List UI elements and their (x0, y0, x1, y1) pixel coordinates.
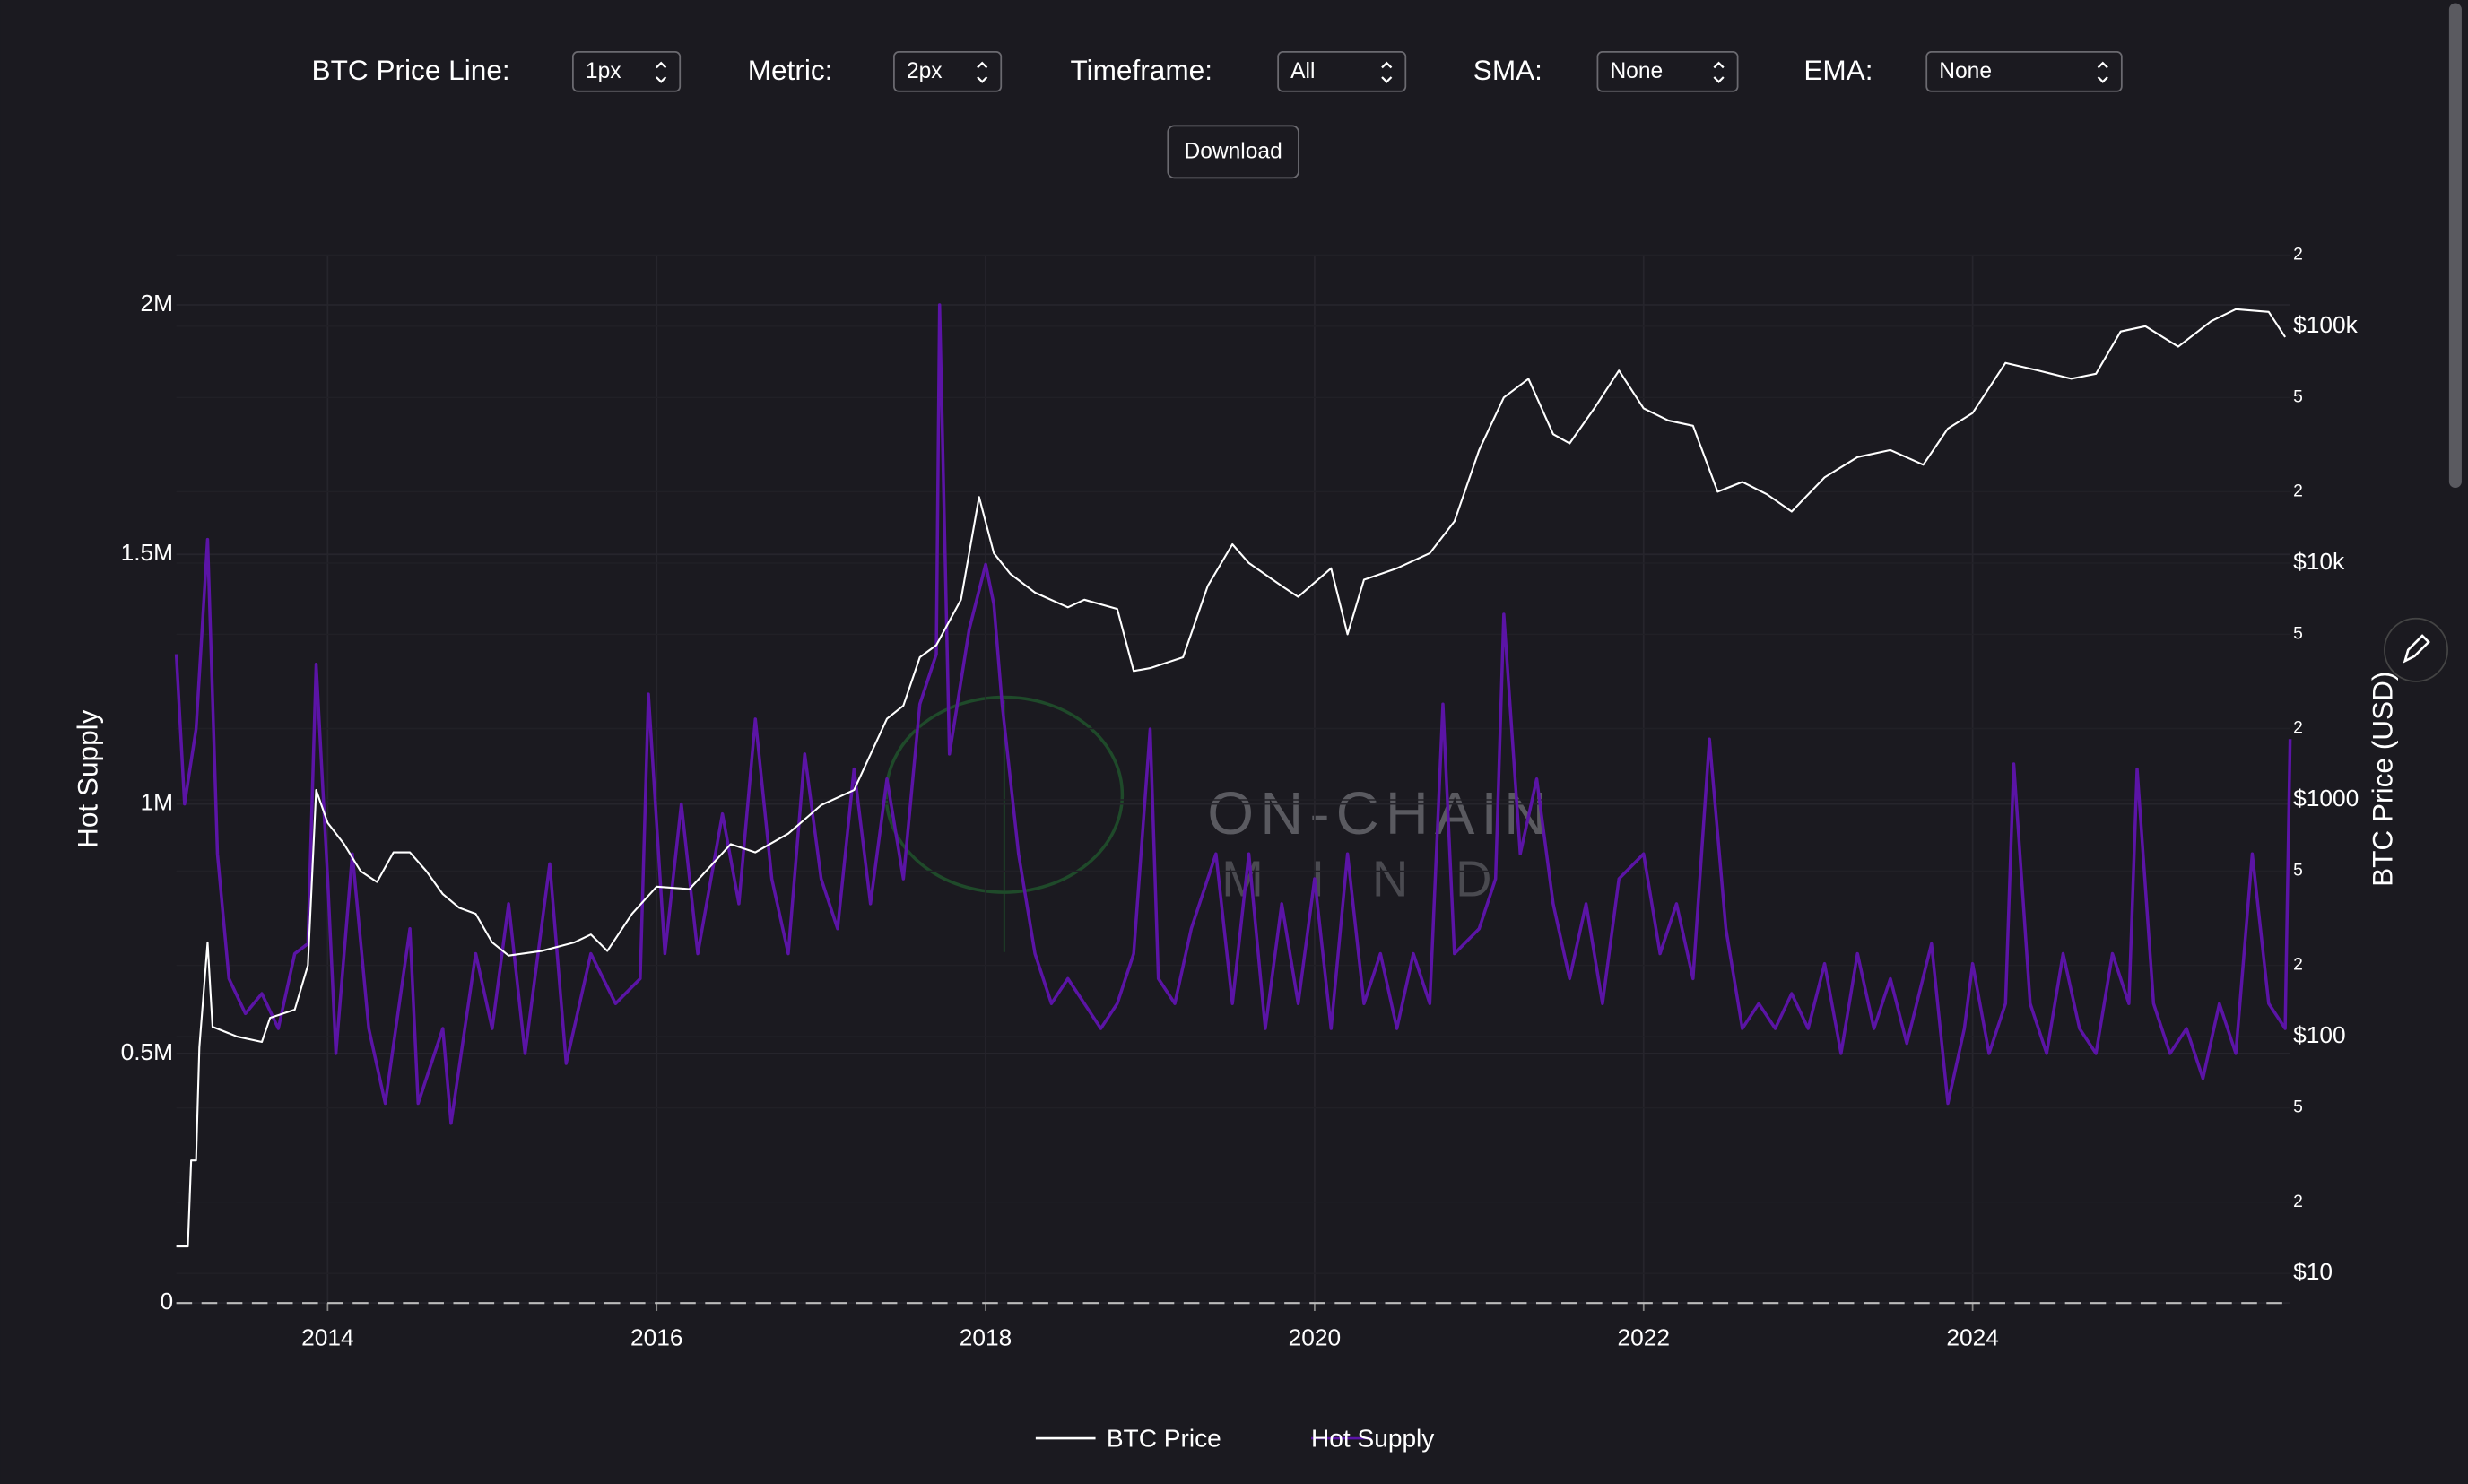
select-frame (1596, 51, 1739, 92)
select-frame (1925, 51, 2123, 92)
y2-tick-label: 2 (2293, 245, 2303, 264)
select[interactable]: None (1925, 51, 2123, 92)
y2-axis-title: BTC Price (USD) (2366, 672, 2398, 887)
y2-tick-label: $1000 (2293, 785, 2359, 811)
series-line (174, 303, 2292, 1125)
y2-tick-label: $100k (2293, 311, 2359, 338)
select-value[interactable]: 1px (586, 59, 621, 83)
watermark: ON-CHAIN MIND (884, 695, 1553, 952)
select-chevron (2097, 61, 2108, 83)
select-value[interactable]: None (1610, 59, 1663, 83)
scrollbar[interactable] (2448, 3, 2462, 489)
watermark-title: ON-CHAIN (1207, 781, 1553, 847)
x-tick-label: 2024 (1946, 1323, 1999, 1350)
edit-icon (2403, 634, 2430, 664)
select-chevron (977, 61, 988, 83)
x-tick-label: 2022 (1617, 1323, 1670, 1350)
x-tick-label: 2018 (960, 1323, 1012, 1350)
x-tick-label: 2014 (301, 1323, 354, 1350)
download-button[interactable]: Download (1167, 125, 1299, 179)
x-tick-label: 2020 (1289, 1323, 1342, 1350)
select[interactable]: None (1596, 51, 1739, 92)
x-tick-label: 2016 (630, 1323, 683, 1350)
control-label: Timeframe: (1070, 54, 1212, 86)
series-line (176, 308, 2287, 1248)
select-frame (893, 51, 1003, 92)
edit-button[interactable] (2384, 617, 2449, 682)
legend-label[interactable]: Hot Supply (1311, 1424, 1434, 1452)
y2-tick-label: 2 (2293, 482, 2303, 500)
y-tick-label: 0.5M (121, 1038, 173, 1065)
y-tick-label: 2M (141, 290, 174, 317)
select-chevron (1713, 61, 1725, 83)
y2-tick-label: 5 (2293, 862, 2303, 881)
control-label: BTC Price Line: (312, 54, 510, 86)
select[interactable]: 2px (893, 51, 1003, 92)
select-chevron (656, 61, 667, 83)
select-frame (572, 51, 682, 92)
control-label: Metric: (748, 54, 833, 86)
watermark-subtitle: MIND (1221, 850, 1539, 907)
y2-tick-label: $10k (2293, 548, 2345, 575)
select-value[interactable]: All (1290, 59, 1315, 83)
select[interactable]: 1px (572, 51, 682, 92)
control-label: SMA: (1473, 54, 1542, 86)
button-label[interactable]: Download (1184, 140, 1282, 164)
y2-tick-label: 5 (2293, 387, 2303, 406)
legend-item[interactable]: BTC Price (1035, 1424, 1221, 1452)
y-tick-label: 1M (141, 789, 174, 816)
y-axis-title: Hot Supply (71, 709, 103, 848)
y-tick-label: 0 (160, 1288, 173, 1315)
legend-item[interactable]: Hot Supply (1310, 1424, 1434, 1452)
y2-tick-label: 5 (2293, 1098, 2303, 1117)
y2-tick-label: 2 (2293, 1193, 2303, 1211)
select-frame (1277, 51, 1407, 92)
y2-tick-label: 2 (2293, 719, 2303, 738)
button-frame (1167, 125, 1299, 179)
select[interactable]: All (1277, 51, 1407, 92)
y-tick-label: 1.5M (121, 539, 173, 566)
legend-label[interactable]: BTC Price (1107, 1424, 1221, 1452)
y2-tick-label: $10 (2293, 1258, 2333, 1285)
y2-tick-label: $100 (2293, 1021, 2346, 1048)
control-label: EMA: (1803, 54, 1873, 86)
controls: BTC Price Line: 1px Metric: 2px Timeframe: Al… (312, 51, 2123, 92)
select-chevron (1381, 61, 1393, 83)
edit-circle (2384, 617, 2449, 682)
y2-tick-label: 2 (2293, 956, 2303, 975)
select-value[interactable]: None (1939, 59, 1992, 83)
y2-tick-label: 5 (2293, 624, 2303, 643)
select-value[interactable]: 2px (907, 59, 943, 83)
